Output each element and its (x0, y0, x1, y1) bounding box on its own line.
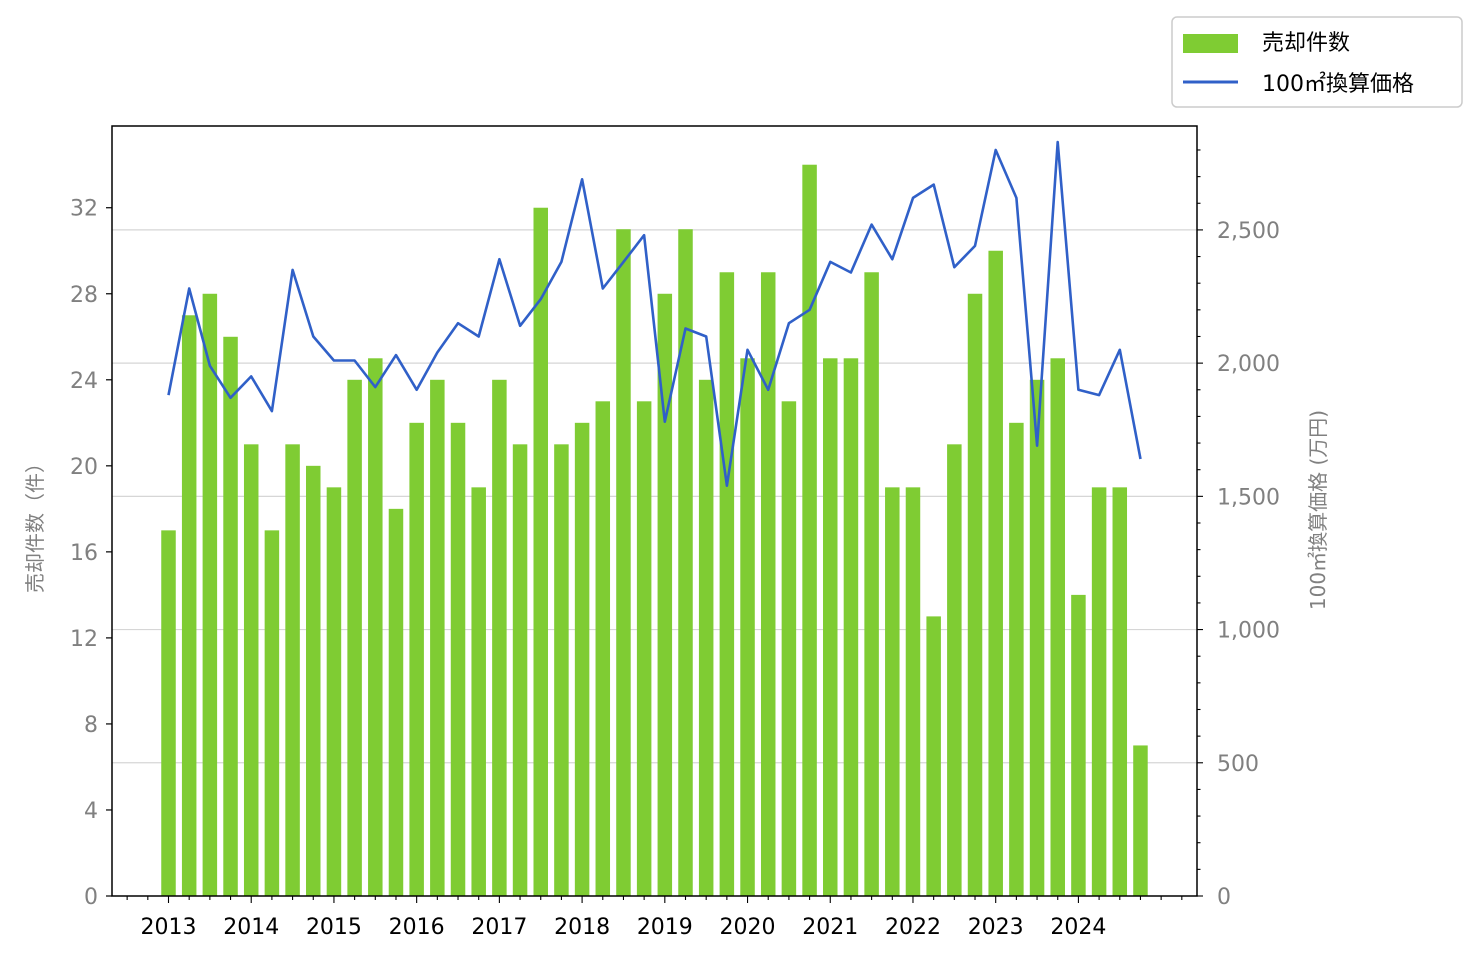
y-left-tick-label: 28 (70, 283, 98, 308)
bar (616, 229, 631, 896)
bar (947, 444, 962, 896)
y-right-tick-label: 2,500 (1217, 219, 1280, 244)
bar (864, 272, 879, 897)
y-left-tick-label: 24 (70, 369, 98, 394)
bar (574, 422, 590, 896)
y-right-axis-title: 100㎡換算価格 (万円) (1306, 410, 1330, 610)
bar (636, 401, 652, 896)
bar (905, 487, 921, 896)
price-line (167, 140, 1142, 488)
bar (347, 379, 362, 896)
bar-series (161, 164, 1148, 897)
x-tick-label: 2020 (720, 915, 776, 940)
y-right-tick-label: 1,000 (1217, 619, 1280, 644)
bar (306, 465, 321, 896)
bar (843, 358, 859, 896)
bar (1009, 422, 1024, 896)
x-tick-label: 2014 (223, 915, 279, 940)
bar (409, 422, 424, 896)
bar (781, 401, 797, 896)
x-axis: 2013 2014 2015 2016 2017 2018 2019 2020 2021 2022… (126, 896, 1183, 940)
y-left-tick-label: 16 (70, 541, 98, 566)
bar (1091, 487, 1107, 896)
bar (161, 530, 176, 896)
y-right-tick-label: 2,000 (1217, 352, 1280, 377)
plot-frame (111, 125, 1198, 897)
bar (285, 444, 300, 896)
y-left-tick-label: 8 (84, 713, 98, 738)
bar (1133, 745, 1148, 896)
bar (678, 229, 693, 896)
x-tick-label: 2017 (471, 915, 527, 940)
x-tick-label: 2019 (637, 915, 693, 940)
bar (492, 379, 507, 896)
bar (1029, 379, 1045, 896)
bar (719, 272, 735, 897)
x-tick-label: 2022 (885, 915, 941, 940)
y-right-tick-label: 0 (1217, 885, 1231, 910)
bar (967, 293, 983, 896)
right-axis: 0 500 1,000 1,500 2,000 2,500 (1197, 149, 1280, 910)
y-left-tick-label: 4 (84, 799, 98, 824)
legend-box (1171, 16, 1463, 108)
bar (223, 336, 238, 897)
bar (926, 616, 941, 896)
bar (264, 530, 280, 896)
bar (823, 358, 838, 896)
line-series (167, 140, 1142, 488)
y-left-axis-title: 売却件数（件） (23, 453, 47, 593)
bar (1112, 487, 1128, 896)
bar (595, 401, 611, 896)
y-right-tick-label: 1,500 (1217, 485, 1280, 510)
bar (326, 487, 342, 896)
plot-border (111, 125, 1198, 897)
bar (554, 444, 569, 896)
x-tick-label: 2021 (802, 915, 858, 940)
bar (1050, 358, 1065, 896)
bar (1071, 594, 1086, 896)
y-left-tick-label: 32 (70, 197, 98, 222)
bar (512, 444, 528, 896)
legend: 売却件数 100㎡換算価格 (1171, 16, 1463, 108)
x-tick-label: 2024 (1050, 915, 1106, 940)
x-tick-label: 2018 (554, 915, 610, 940)
x-tick-label: 2013 (141, 915, 197, 940)
y-left-tick-label: 20 (70, 455, 98, 480)
legend-swatch-bar (1183, 34, 1238, 53)
bar (657, 293, 673, 896)
legend-label-line: 100㎡換算価格 (1262, 71, 1414, 97)
x-tick-label: 2015 (306, 915, 362, 940)
y-left-tick-label: 0 (84, 885, 98, 910)
bar (885, 487, 900, 896)
x-tick-label: 2016 (389, 915, 445, 940)
bar (388, 508, 404, 896)
bar (181, 315, 197, 896)
bar (450, 422, 466, 896)
bar (760, 272, 776, 897)
bar (802, 164, 817, 896)
bar (243, 444, 259, 896)
legend-label-bar: 売却件数 (1262, 31, 1350, 56)
bar (202, 293, 218, 896)
bar (740, 358, 755, 896)
bar (471, 487, 486, 896)
bar (988, 250, 1003, 896)
bar (430, 379, 445, 896)
bar (533, 207, 548, 897)
y-left-tick-label: 12 (70, 627, 98, 652)
bar (698, 379, 714, 896)
y-right-tick-label: 500 (1217, 752, 1259, 777)
bar (368, 358, 383, 896)
left-axis: 0 4 8 12 16 20 24 28 32 (70, 197, 112, 910)
x-tick-label: 2023 (968, 915, 1024, 940)
